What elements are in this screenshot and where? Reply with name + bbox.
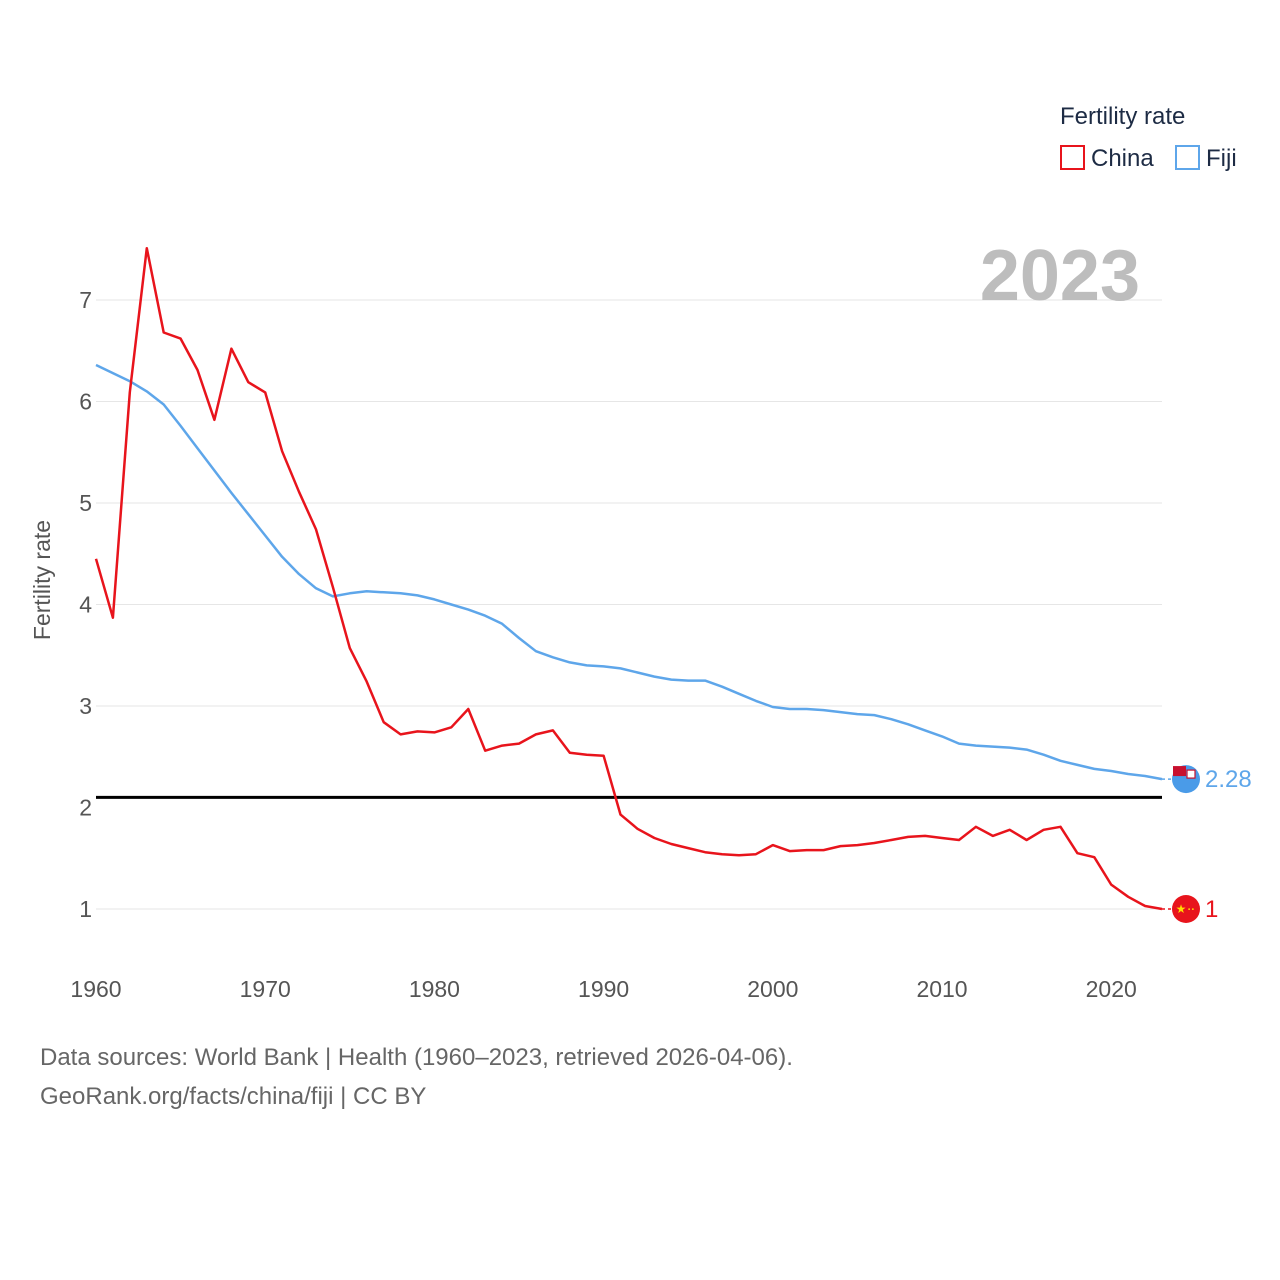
series-line-fiji bbox=[95, 363, 1163, 781]
y-tick-label-5: 5 bbox=[79, 490, 92, 516]
fiji-end-value: 2.28 bbox=[1205, 766, 1252, 793]
y-tick-label-6: 6 bbox=[79, 389, 92, 415]
y-tick-label-1: 1 bbox=[79, 896, 92, 922]
legend-fiji-swatch[interactable] bbox=[1175, 145, 1200, 170]
footer-link[interactable]: GeoRank.org/facts/china/fiji | CC BY bbox=[40, 1083, 427, 1110]
series-line-china bbox=[94, 246, 1163, 911]
x-axis: 1960 1970 1980 1990 2000 2010 2020 bbox=[70, 976, 1136, 1002]
svg-text:★: ★ bbox=[1176, 902, 1187, 916]
series-lines bbox=[94, 246, 1172, 911]
y-axis: 1 2 3 4 5 6 7 bbox=[79, 287, 92, 922]
grid bbox=[96, 299, 1162, 910]
y-tick-label-2: 2 bbox=[79, 795, 92, 821]
x-tick-label-1980: 1980 bbox=[409, 976, 460, 1002]
year-watermark: 2023 bbox=[980, 236, 1140, 316]
x-tick-label-1970: 1970 bbox=[240, 976, 291, 1002]
legend-china-label[interactable]: China bbox=[1091, 145, 1154, 172]
y-tick-label-7: 7 bbox=[79, 287, 92, 313]
legend-fiji-label[interactable]: Fiji bbox=[1206, 145, 1237, 172]
x-tick-label-1990: 1990 bbox=[578, 976, 629, 1002]
x-tick-label-2000: 2000 bbox=[747, 976, 798, 1002]
china-flag-icon: ★ ∙∙ bbox=[1172, 895, 1200, 923]
legend-title: Fertility rate bbox=[1060, 103, 1185, 130]
y-tick-label-4: 4 bbox=[79, 592, 92, 618]
y-axis-title: Fertility rate bbox=[29, 520, 55, 640]
x-tick-label-2020: 2020 bbox=[1086, 976, 1137, 1002]
x-tick-label-2010: 2010 bbox=[916, 976, 967, 1002]
footer-sources: Data sources: World Bank | Health (1960–… bbox=[40, 1044, 793, 1071]
y-tick-label-3: 3 bbox=[79, 693, 92, 719]
x-tick-label-1960: 1960 bbox=[70, 976, 121, 1002]
legend: Fertility rate China Fiji bbox=[1060, 103, 1237, 172]
fiji-flag-icon bbox=[1172, 765, 1200, 794]
legend-china-swatch[interactable] bbox=[1060, 145, 1085, 170]
svg-text:∙∙: ∙∙ bbox=[1187, 906, 1195, 913]
china-end-value: 1 bbox=[1205, 896, 1218, 923]
